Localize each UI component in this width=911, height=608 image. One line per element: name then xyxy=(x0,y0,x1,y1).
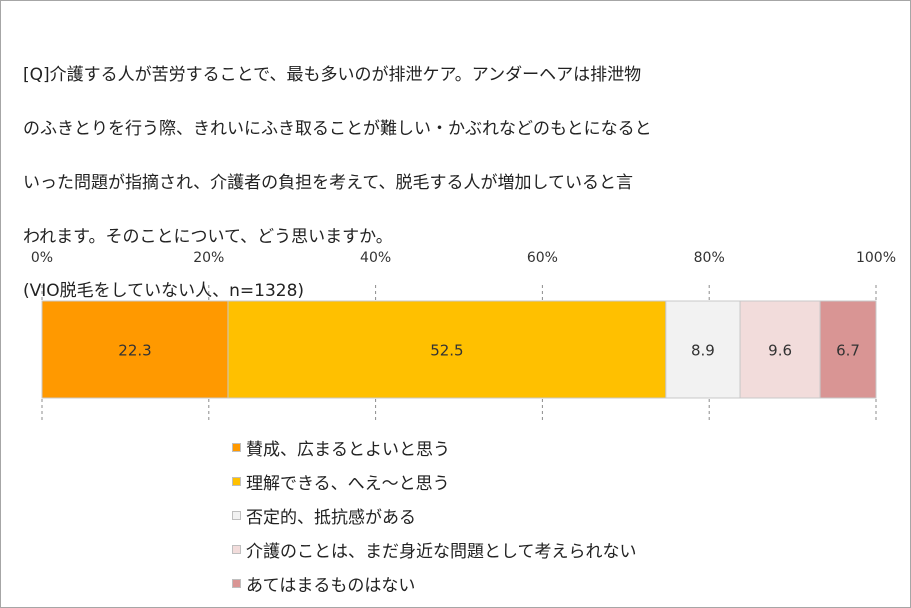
x-tick-label: 100% xyxy=(856,250,896,266)
bar-segment xyxy=(819,300,877,399)
legend-item: 賛成、広まるとよいと思う xyxy=(232,430,637,464)
data-label: 52.5 xyxy=(430,342,463,360)
bar-segment xyxy=(227,300,667,399)
legend-item: 否定的、抵抗感がある xyxy=(232,498,637,532)
legend-swatch xyxy=(232,578,241,588)
x-tick-label: 80% xyxy=(694,250,725,266)
legend-label: 否定的、抵抗感がある xyxy=(246,507,416,528)
legend-label: 理解できる、へえ〜と思う xyxy=(246,473,450,494)
legend-item: 理解できる、へえ〜と思う xyxy=(232,464,637,498)
x-tick-label: 40% xyxy=(360,250,391,266)
legend-swatch xyxy=(232,442,241,452)
x-tick-label: 0% xyxy=(31,250,53,266)
x-tick-label: 60% xyxy=(527,250,558,266)
question-line: のふきとりを行う際、きれいにふき取ることが難しい・かぶれなどのもとになると xyxy=(23,119,652,139)
question-line: いった問題が指摘され、介護者の負担を考えて、脱毛する人が増加していると言 xyxy=(23,173,633,193)
bar-segment xyxy=(41,300,229,399)
legend-label: 賛成、広まるとよいと思う xyxy=(246,439,450,460)
question-line: [Q]介護する人が苦労することで、最も多いのが排泄ケア。アンダーヘアは排泄物 xyxy=(23,65,642,85)
data-label: 22.3 xyxy=(118,342,151,360)
legend-swatch xyxy=(232,544,241,554)
x-tick-label: 20% xyxy=(193,250,224,266)
legend-label: あてはまるものはない xyxy=(246,575,416,596)
legend-swatch xyxy=(232,476,241,486)
bar-segment xyxy=(739,300,821,399)
question-line: われます。そのことについて、どう思いますか。 xyxy=(23,227,393,247)
legend-item: あてはまるものはない xyxy=(232,566,637,600)
question-text: [Q]介護する人が苦労することで、最も多いのが排泄ケア。アンダーヘアは排泄物 の… xyxy=(23,35,763,332)
data-label: 6.7 xyxy=(836,342,860,360)
legend-item: 介護のことは、まだ身近な問題として考えられない xyxy=(232,532,637,566)
legend-label: 介護のことは、まだ身近な問題として考えられない xyxy=(246,541,637,562)
data-label: 9.6 xyxy=(768,342,792,360)
bar-segment xyxy=(665,300,741,399)
legend-swatch xyxy=(232,510,241,520)
chart-legend: 賛成、広まるとよいと思う 理解できる、へえ〜と思う 否定的、抵抗感がある介護のことは… xyxy=(232,430,637,600)
data-label: 8.9 xyxy=(691,342,715,360)
question-sample-note: (VIO脱毛をしていない人、n=1328) xyxy=(23,281,305,301)
